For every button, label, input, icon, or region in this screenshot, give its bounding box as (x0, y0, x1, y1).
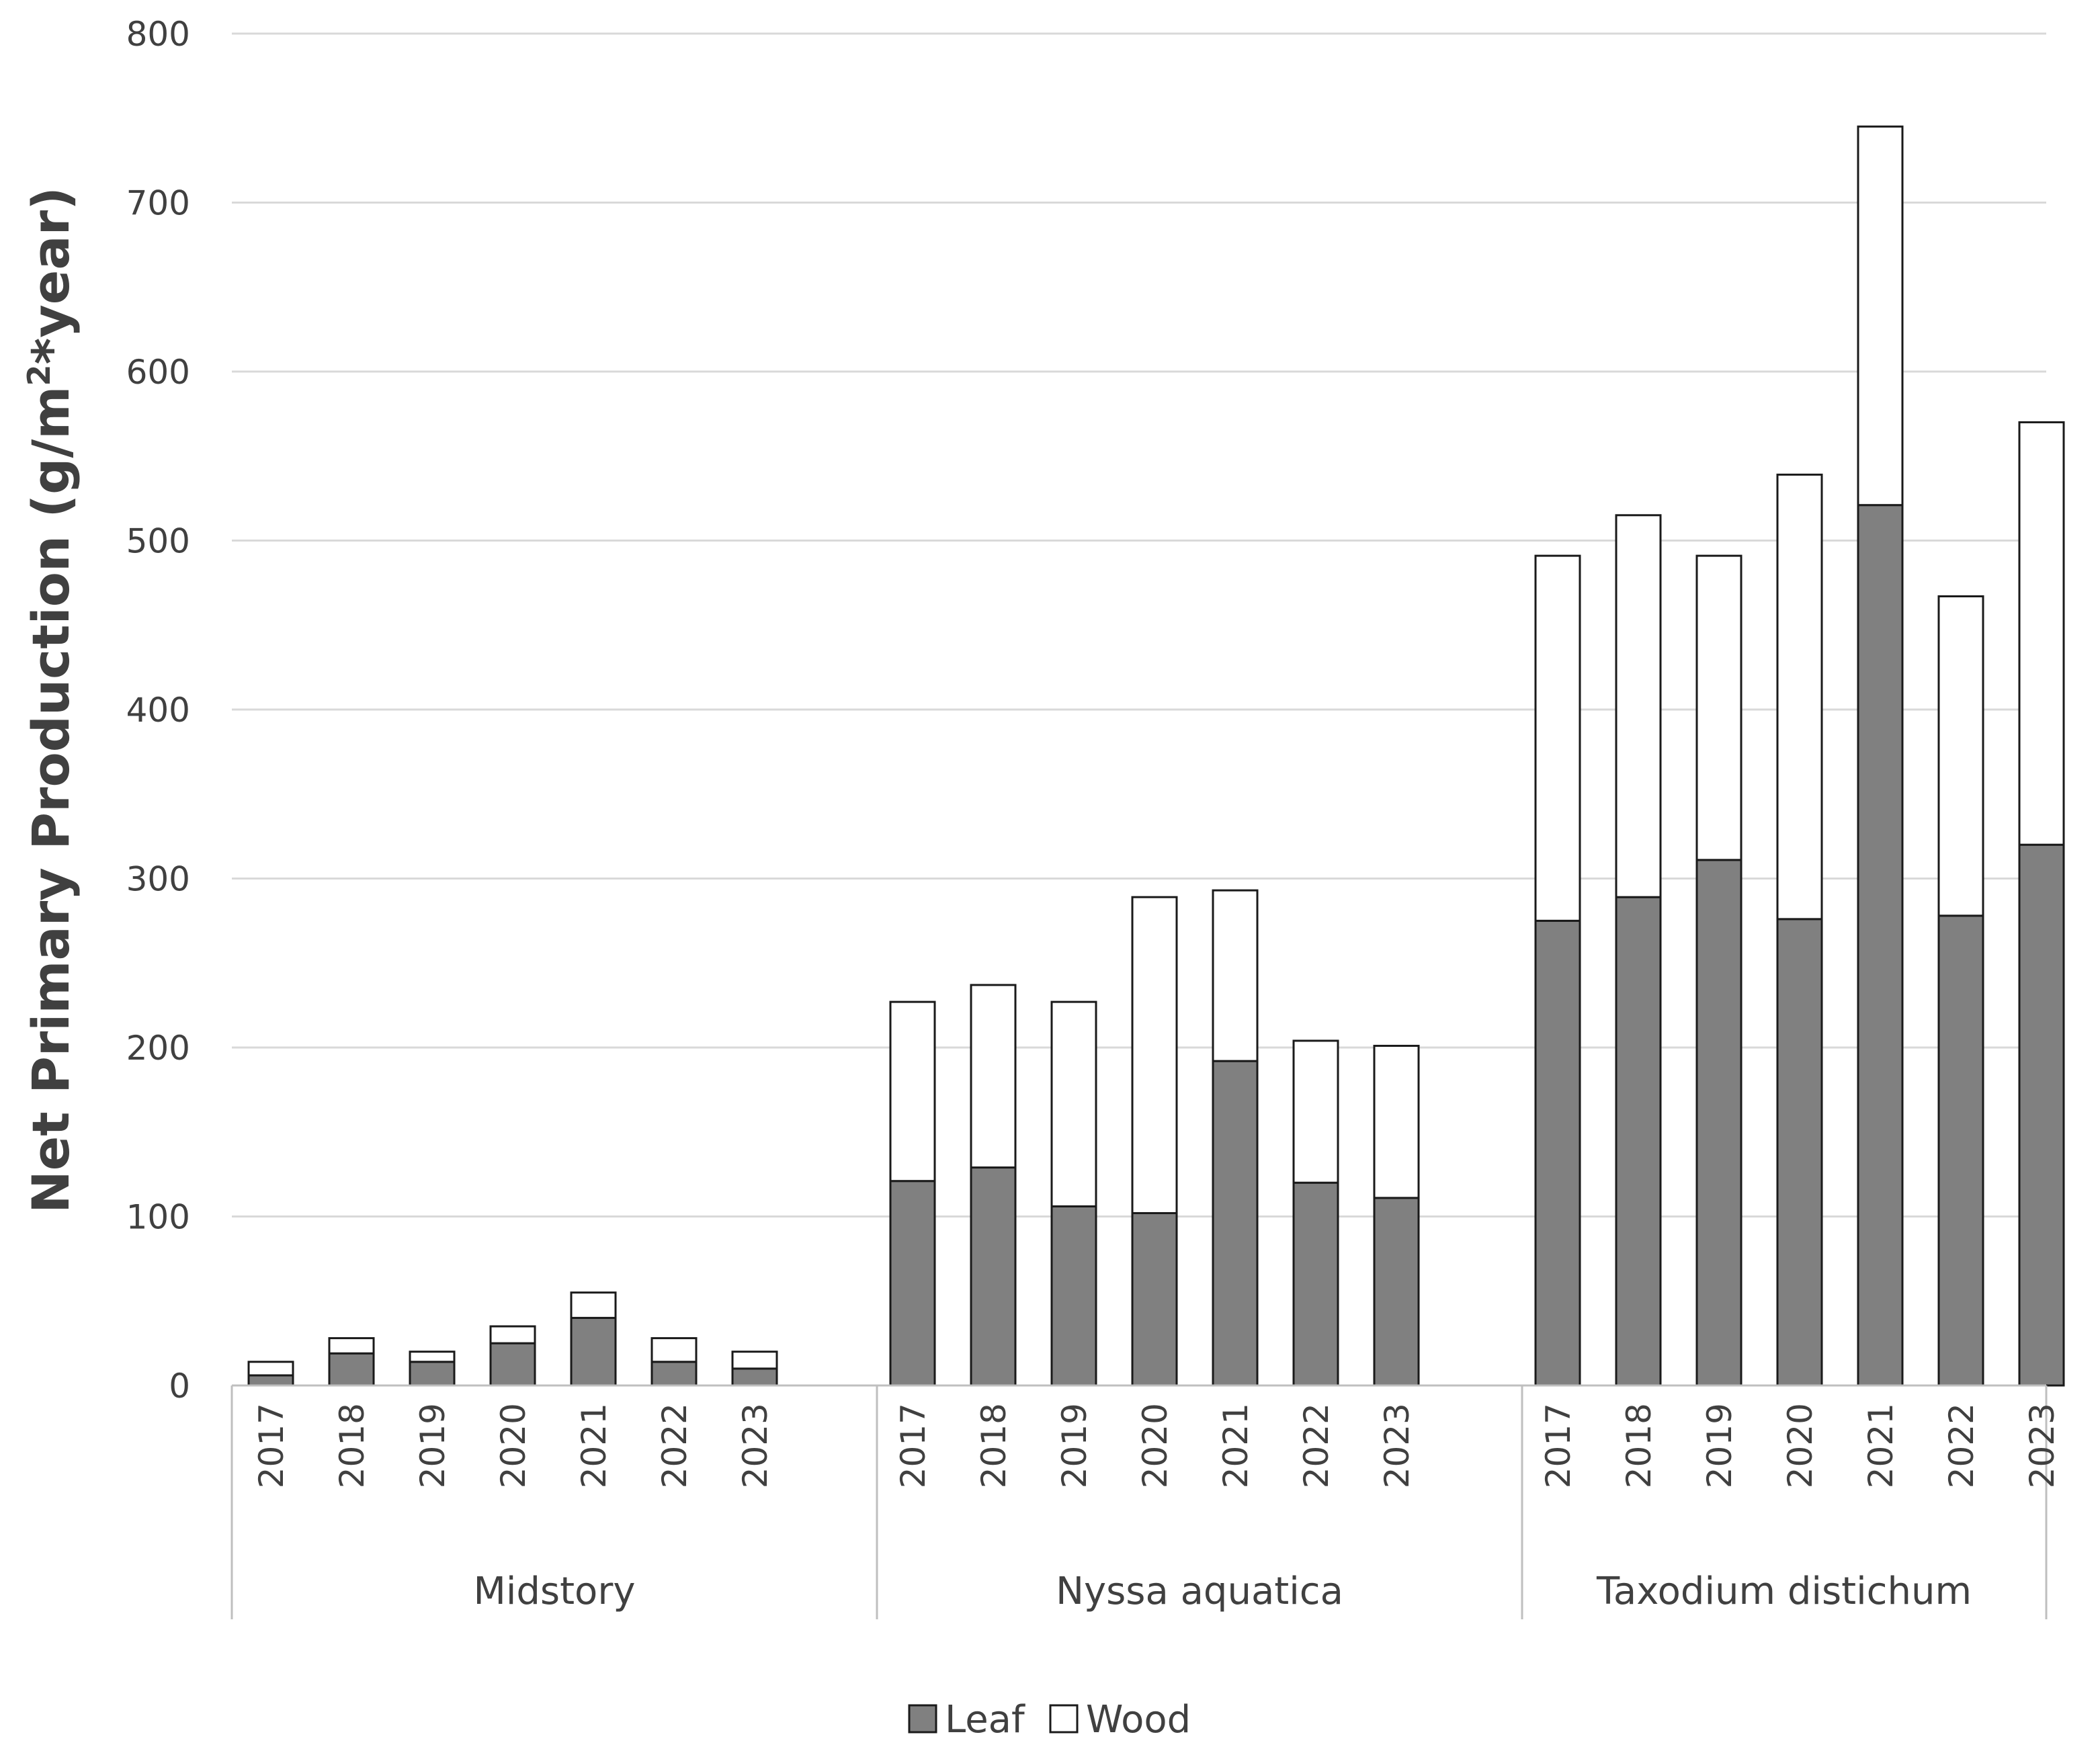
bar-leaf (1615, 896, 1662, 1387)
x-category-label: 2020 (494, 1403, 533, 1488)
x-group-label: Midstory (474, 1570, 636, 1613)
bar-wood (1776, 473, 1823, 921)
bar-wood (1857, 125, 1904, 507)
bar-leaf (731, 1367, 778, 1387)
y-tick-label: 200 (126, 1029, 190, 1068)
x-category-label: 2023 (736, 1403, 775, 1488)
y-tick-label: 0 (169, 1367, 190, 1406)
x-category-label: 2022 (655, 1403, 694, 1488)
y-axis-ticks: 0 100 200 300 400 500 600 700 800 (126, 15, 190, 1406)
y-axis-title-tail: *year) (21, 187, 81, 364)
bar-wood (247, 1361, 294, 1377)
bar-leaf (1534, 919, 1581, 1387)
bar-wood (1131, 896, 1178, 1214)
bar-wood (1534, 554, 1581, 922)
x-category-label: 2018 (1620, 1403, 1658, 1488)
legend-swatch-wood (1049, 1704, 1079, 1734)
x-category-label: 2021 (575, 1403, 614, 1488)
bar-leaf (1292, 1181, 1339, 1387)
bar-wood (1695, 554, 1742, 861)
x-category-label: 2021 (1216, 1403, 1255, 1488)
x-category-label: 2020 (1781, 1403, 1820, 1488)
bar-leaf (570, 1316, 617, 1387)
x-category-label: 2022 (1297, 1403, 1336, 1488)
y-tick-label: 100 (126, 1198, 190, 1237)
bar-leaf (247, 1374, 294, 1387)
x-category-label: 2023 (2023, 1403, 2062, 1488)
x-category-label: 2019 (413, 1403, 452, 1488)
x-category-label: 2022 (1942, 1403, 1981, 1488)
bar-leaf (1212, 1060, 1259, 1387)
x-group-label: Nyssa aquatica (1056, 1570, 1343, 1613)
bar-wood (409, 1351, 456, 1363)
bar-leaf (1937, 914, 1984, 1387)
legend-swatch-leaf (908, 1704, 937, 1734)
x-category-label: 2023 (1378, 1403, 1417, 1488)
bar-leaf (1776, 918, 1823, 1387)
x-category-label: 2017 (894, 1403, 933, 1488)
y-axis-title: Net Primary Production (g/m2*year) (21, 187, 81, 1213)
bar-leaf (1131, 1211, 1178, 1387)
y-axis-title-superscript: 2 (21, 365, 57, 386)
y-tick-label: 400 (126, 691, 190, 730)
x-category-label: 2018 (974, 1403, 1013, 1488)
x-category-label: 2018 (333, 1403, 372, 1488)
bar-wood (1373, 1044, 1420, 1199)
bar-leaf (970, 1166, 1017, 1387)
bar-leaf (328, 1352, 375, 1387)
x-category-label: 2017 (252, 1403, 291, 1488)
bar-wood (2018, 421, 2065, 846)
bar-wood (489, 1325, 536, 1344)
bar-wood (1292, 1039, 1339, 1184)
bar-leaf (1857, 504, 1904, 1387)
bar-leaf (1373, 1197, 1420, 1387)
bar-leaf (2018, 843, 2065, 1387)
bar-wood (1212, 889, 1259, 1062)
x-axis (230, 1384, 2048, 1619)
bar-leaf (889, 1180, 936, 1387)
x-axis-labels: 2017 2018 2019 2020 2021 2022 2023 Midstory 2017… (252, 1403, 2062, 1613)
bar-wood (570, 1291, 617, 1319)
bar-leaf (489, 1342, 536, 1387)
legend-label-wood: Wood (1086, 1698, 1191, 1742)
bar-leaf (1050, 1205, 1097, 1387)
x-category-label: 2021 (1861, 1403, 1900, 1488)
y-tick-label: 700 (126, 184, 190, 223)
bar-wood (1937, 595, 1984, 917)
bar-leaf (650, 1361, 698, 1387)
legend: Leaf Wood (908, 1698, 1191, 1742)
bar-wood (1615, 514, 1662, 898)
x-category-label: 2019 (1700, 1403, 1739, 1488)
y-tick-label: 500 (126, 522, 190, 561)
bar-wood (970, 984, 1017, 1169)
bar-wood (889, 1000, 936, 1183)
bar-leaf (1695, 859, 1742, 1387)
bars (247, 125, 2065, 1387)
x-category-label: 2019 (1055, 1403, 1094, 1488)
x-category-label: 2017 (1539, 1403, 1578, 1488)
y-axis-title-main: Net Primary Production (g/m (21, 386, 81, 1213)
bar-leaf (409, 1361, 456, 1387)
x-category-label: 2020 (1136, 1403, 1175, 1488)
y-tick-label: 300 (126, 860, 190, 899)
bar-wood (650, 1337, 698, 1363)
bar-wood (731, 1351, 778, 1370)
bar-wood (1050, 1000, 1097, 1207)
x-group-label: Taxodium distichum (1596, 1570, 1972, 1613)
bar-wood (328, 1337, 375, 1355)
gridlines (232, 32, 2046, 1218)
y-tick-label: 600 (126, 353, 190, 392)
y-tick-label: 800 (126, 15, 190, 54)
legend-label-leaf: Leaf (945, 1698, 1025, 1742)
